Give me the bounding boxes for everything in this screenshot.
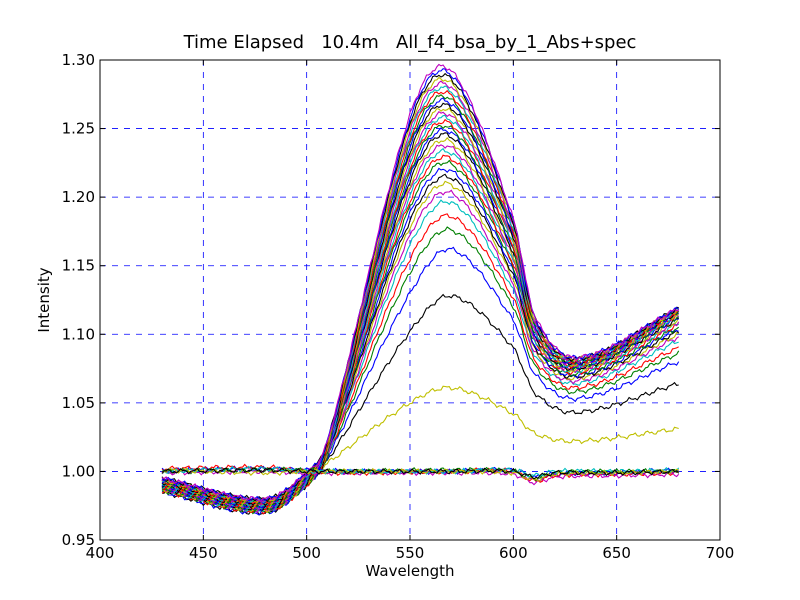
chart-title: Time Elapsed 10.4m All_f4_bsa_by_1_Abs+s… — [183, 32, 637, 53]
axis-ticks: 400 450 500 550 600 650 700 0.95 1.00 1.05 1.10 1.1… — [62, 51, 735, 562]
y-tick-label: 1.20 — [62, 188, 95, 206]
y-axis-label: Intensity — [35, 267, 53, 332]
series-line — [161, 467, 680, 480]
y-tick-label: 1.10 — [62, 325, 95, 343]
y-tick-label: 1.05 — [62, 394, 95, 412]
x-tick-label: 650 — [602, 544, 631, 562]
series-line — [161, 213, 679, 515]
x-axis-label: Wavelength — [366, 562, 455, 580]
series-line — [161, 68, 680, 502]
y-tick-label: 1.25 — [62, 120, 95, 138]
y-tick-label: 1.15 — [62, 257, 95, 275]
y-tick-label: 1.00 — [62, 462, 95, 480]
y-tick-label: 1.30 — [62, 51, 95, 69]
x-tick-label: 450 — [189, 544, 218, 562]
x-tick-label: 600 — [499, 544, 528, 562]
series-line — [161, 97, 680, 504]
x-tick-label: 400 — [86, 544, 115, 562]
data-series — [161, 63, 680, 516]
x-tick-label: 500 — [292, 544, 321, 562]
x-tick-label: 550 — [396, 544, 425, 562]
series-line — [161, 465, 680, 478]
series-line — [161, 72, 679, 503]
series-line — [161, 173, 680, 512]
y-tick-label: 0.95 — [62, 531, 95, 549]
series-line — [161, 467, 679, 482]
series-line — [162, 293, 679, 516]
x-tick-label: 700 — [706, 544, 735, 562]
series-line — [161, 147, 679, 510]
series-line — [161, 63, 679, 502]
series-line — [161, 154, 679, 511]
